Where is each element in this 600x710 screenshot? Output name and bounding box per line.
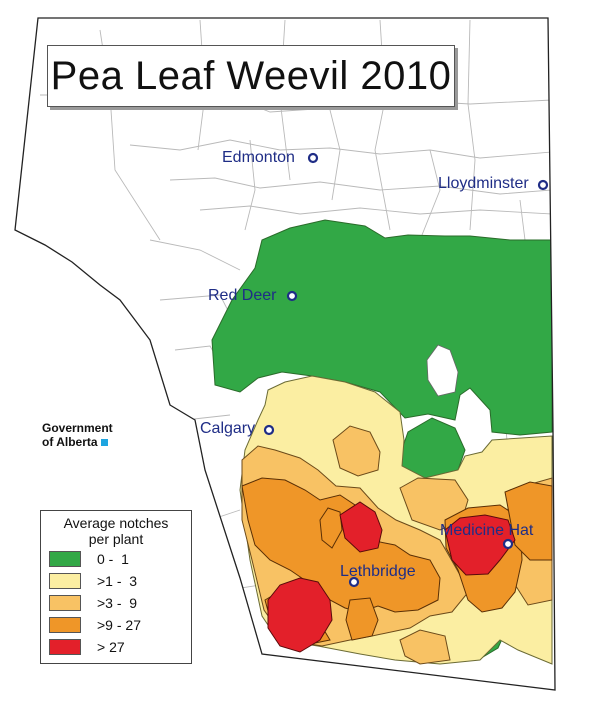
legend-swatch-class-3 xyxy=(49,617,81,633)
map-title: Pea Leaf Weevil 2010 xyxy=(50,53,452,98)
hole-no-data xyxy=(426,344,459,397)
zone-east-orange xyxy=(504,481,553,561)
zone-west-orange xyxy=(241,477,441,613)
title-box: Pea Leaf Weevil 2010 xyxy=(47,45,455,107)
city-marker-lethbridge xyxy=(348,576,360,588)
city-marker-red-deer xyxy=(286,290,298,302)
zone-central-red xyxy=(339,501,383,553)
legend-swatch-class-1 xyxy=(49,573,81,589)
zone-mid-orange xyxy=(319,507,343,549)
legend-label: >3 - 9 xyxy=(97,595,138,611)
legend-row: > 27 xyxy=(49,639,185,656)
province-outline xyxy=(14,17,556,691)
city-label-red-deer: Red Deer xyxy=(208,287,277,304)
legend-swatch-class-4 xyxy=(49,639,81,655)
zone-south-orange xyxy=(345,597,379,641)
government-of-alberta-logo: Government of Alberta xyxy=(42,421,113,449)
legend-swatch-class-2 xyxy=(49,595,81,611)
legend-title-line-1: Average notches xyxy=(63,515,169,531)
logo-square-icon xyxy=(100,439,108,446)
zone-medhat-red xyxy=(444,514,516,576)
city-label-lloydminster: Lloydminster xyxy=(438,175,529,192)
city-marker-medicine-hat xyxy=(502,538,514,550)
logo-line-2-text: of Alberta xyxy=(42,435,98,449)
city-label-lethbridge: Lethbridge xyxy=(340,563,416,580)
zone-south-lightorange xyxy=(399,629,451,665)
zone-mid-lightorange xyxy=(332,425,381,477)
zone-southwest-red xyxy=(267,577,333,653)
legend-label: 0 - 1 xyxy=(97,551,129,567)
zone-class-over-27 xyxy=(267,501,516,653)
logo-line-1: Government xyxy=(42,421,113,435)
city-marker-edmonton xyxy=(307,152,319,164)
logo-line-2: of Alberta xyxy=(42,435,113,449)
city-markers xyxy=(263,152,549,588)
zone-east-green xyxy=(399,417,466,479)
legend-row: 0 - 1 xyxy=(49,551,185,568)
legend-label: >1 - 3 xyxy=(97,573,138,589)
legend-row: >3 - 9 xyxy=(49,595,185,612)
legend-title-line-2: per plant xyxy=(88,531,144,547)
legend-label: > 27 xyxy=(97,639,125,655)
legend-label: >9 - 27 xyxy=(97,617,141,633)
city-label-medicine-hat: Medicine Hat xyxy=(440,522,534,539)
legend-swatch-class-0 xyxy=(49,551,81,567)
legend-row: >1 - 3 xyxy=(49,573,185,590)
city-marker-calgary xyxy=(263,424,275,436)
city-label-edmonton: Edmonton xyxy=(222,149,295,166)
legend-title: Average notches per plant xyxy=(41,515,191,547)
legend: Average notches per plant 0 - 1 >1 - 3 >… xyxy=(40,510,192,664)
city-marker-lloydminster xyxy=(537,179,549,191)
legend-row: >9 - 27 xyxy=(49,617,185,634)
city-label-calgary: Calgary xyxy=(200,420,256,437)
